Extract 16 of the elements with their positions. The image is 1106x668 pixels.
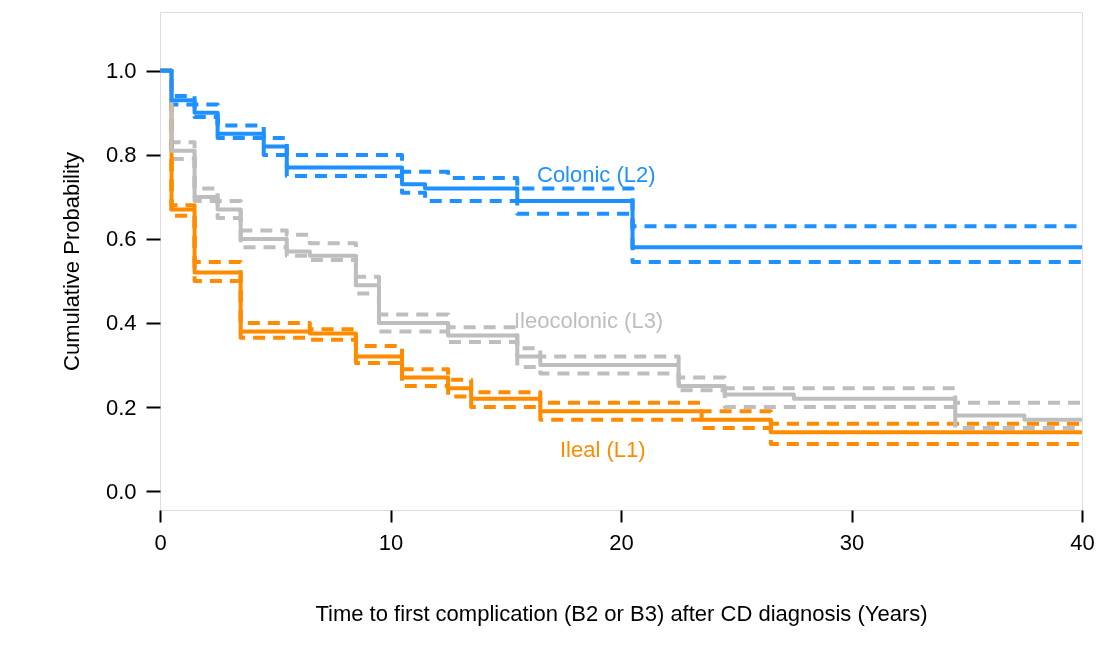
y-tick-label: 0.8: [105, 142, 137, 168]
y-tick-label: 0.4: [105, 310, 137, 336]
x-tick-label: 0: [154, 529, 167, 555]
y-axis-title: Cumulative Probability: [58, 152, 84, 371]
series-label: Ileal (L1): [560, 437, 646, 462]
y-tick-label: 0.0: [105, 478, 137, 504]
x-tick-label: 40: [1070, 529, 1095, 555]
y-tick-label: 0.6: [105, 226, 137, 252]
y-tick-label: 1.0: [105, 58, 137, 84]
x-tick-label: 30: [839, 529, 865, 555]
series-label: Colonic (L2): [537, 162, 656, 187]
series-label: Ileocolonic (L3): [514, 308, 664, 333]
x-tick-label: 20: [609, 529, 634, 555]
x-axis-title: Time to first complication (B2 or B3) after CD diagnosis (Years): [315, 600, 928, 626]
x-tick-label: 10: [378, 529, 404, 555]
y-tick-label: 0.2: [105, 394, 137, 420]
